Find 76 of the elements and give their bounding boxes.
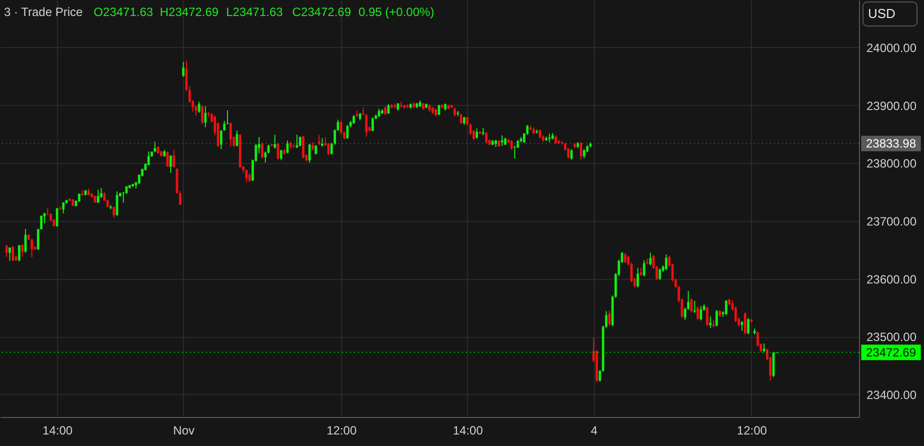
candlestick	[460, 112, 462, 124]
candlestick	[371, 116, 374, 132]
candlestick	[220, 130, 222, 150]
candlestick	[280, 149, 282, 161]
candlestick	[624, 252, 626, 264]
candlestick	[649, 252, 652, 266]
y-tick-label: 23600.00	[866, 272, 917, 286]
candlestick	[510, 139, 513, 150]
candlestick	[298, 136, 302, 147]
candlestick	[744, 312, 746, 335]
annotation: C23472.69	[292, 5, 352, 19]
candlestick	[709, 316, 712, 328]
candlestick	[608, 310, 611, 327]
candlestick	[302, 135, 304, 159]
candlestick	[274, 134, 276, 150]
candlestick	[147, 151, 150, 166]
y-tick-label: 23800.00	[866, 156, 917, 171]
x-tick-label: 14:00	[452, 424, 484, 438]
candlestick	[182, 61, 185, 78]
x-tick-label: Nov	[173, 424, 194, 438]
candlestick	[636, 267, 640, 288]
candlestick	[716, 310, 718, 327]
x-tick-label: 12:00	[736, 424, 768, 438]
candlestick	[204, 106, 207, 128]
candlestick	[706, 306, 708, 327]
candlestick	[245, 168, 248, 183]
candlestick	[700, 305, 702, 321]
y-tick-label: 23400.00	[866, 388, 917, 402]
candlestick	[112, 206, 116, 218]
candlestick	[485, 131, 488, 144]
candlestick	[18, 244, 20, 262]
annotation: H23472.69	[160, 5, 219, 19]
candlestick	[169, 155, 172, 174]
annotation: 0.95 (+0.00%)	[358, 5, 434, 19]
candlestick	[261, 142, 264, 159]
candlestick	[724, 300, 728, 316]
candlestick	[154, 141, 156, 153]
candlestick	[21, 244, 24, 258]
candlestick	[308, 144, 311, 164]
candlestick	[296, 134, 298, 149]
y-tick-label: 23500.00	[866, 330, 917, 344]
ref-line-label: 23833.98	[866, 136, 916, 150]
candlestick	[582, 148, 586, 159]
y-axis-title: USD	[868, 6, 896, 21]
candlestick	[5, 244, 8, 258]
candlestick	[172, 149, 176, 168]
candlestick	[693, 300, 696, 314]
candlestick	[229, 122, 232, 147]
candlestick	[8, 247, 11, 262]
candlestick	[696, 306, 699, 320]
x-tick-label: 14:00	[42, 424, 73, 438]
candlestick	[96, 189, 100, 204]
x-tick-label: 12:00	[326, 424, 357, 438]
chart-title: 3 · Trade Price	[4, 5, 84, 19]
candlestick	[665, 254, 668, 271]
candlestick	[500, 134, 504, 146]
y-tick-label: 23700.00	[866, 214, 917, 228]
candlestick	[642, 260, 646, 277]
candlestick	[30, 238, 34, 258]
candlestick	[198, 101, 200, 114]
candlestick	[12, 245, 14, 262]
x-tick-label: 4	[590, 424, 598, 438]
candlestick	[346, 124, 349, 140]
candlestick	[476, 128, 478, 140]
annotation: O23471.63	[94, 5, 154, 19]
annotation: L23471.63	[226, 5, 284, 19]
candlestick	[36, 228, 40, 250]
y-tick-label: 23900.00	[866, 98, 917, 113]
candlestick	[201, 104, 204, 124]
candlestick	[365, 113, 368, 137]
candlestick	[56, 208, 58, 228]
candlestick	[658, 268, 662, 280]
candlestick	[314, 144, 318, 155]
y-tick-label: 24000.00	[866, 40, 917, 55]
ref-line-label: 23472.69	[866, 345, 916, 360]
candlestick	[747, 318, 750, 335]
